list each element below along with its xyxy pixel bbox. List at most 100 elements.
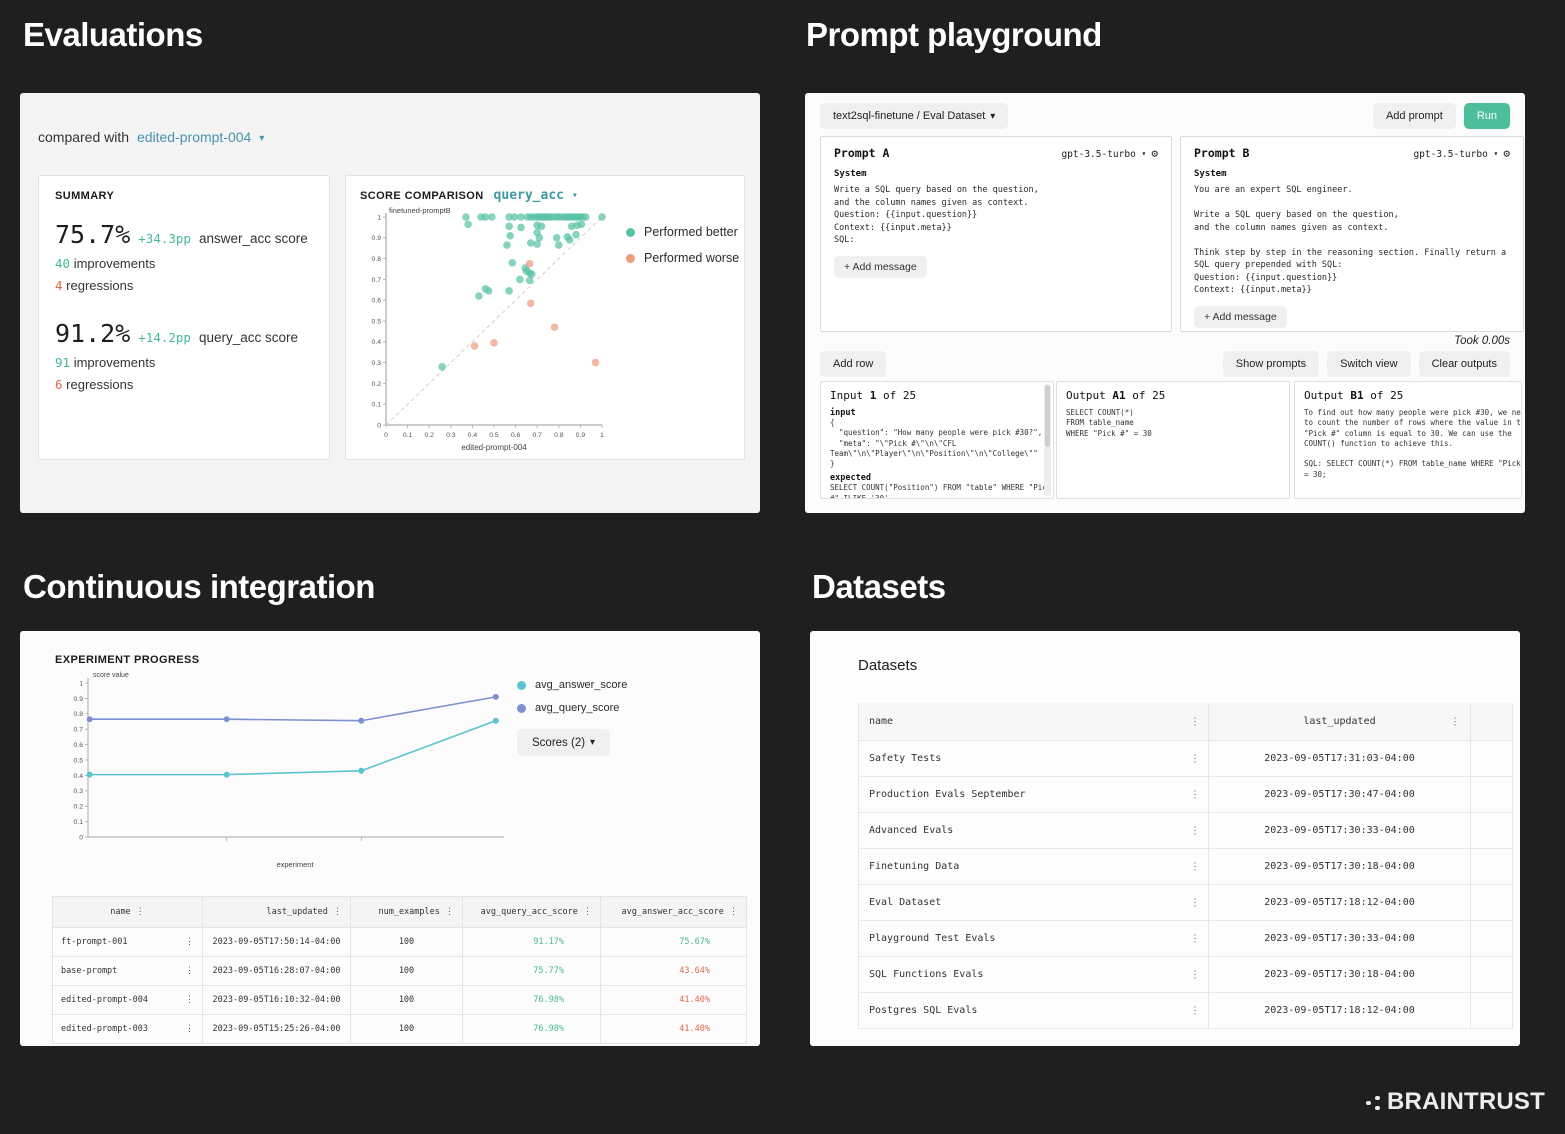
kebab-menu-icon[interactable]: ⋮ [1450,716,1460,727]
experiment-name: edited-prompt-004 ⋮ [52,985,203,1015]
kebab-menu-icon[interactable]: ⋮ [1190,1005,1200,1016]
scatter-legend: Performed better Performed worse [626,225,739,277]
column-header-avg_answer_acc_score[interactable]: avg_answer_acc_score ⋮ [600,896,747,928]
prompt-b-body[interactable]: You are an expert SQL engineer. Write a … [1194,185,1507,295]
svg-text:0.4: 0.4 [74,773,84,780]
table-row[interactable]: Playground Test Evals ⋮ 2023-09-05T17:30:3… [858,920,1513,957]
kebab-menu-icon[interactable]: ⋮ [1190,825,1200,836]
add-prompt-button[interactable]: Add prompt [1372,103,1456,129]
kebab-menu-icon[interactable]: ⋮ [333,907,342,917]
table-row[interactable]: Production Evals September ⋮ 2023-09-05T17… [858,776,1513,813]
svg-text:finetuned-promptB: finetuned-promptB [389,206,451,215]
avg-answer-acc-score: 75.67% [600,927,747,957]
svg-text:0.2: 0.2 [74,804,84,811]
column-header-num_examples[interactable]: num_examples ⋮ [350,896,463,928]
model-selector[interactable]: gpt-3.5-turbo ▾ ⚙ [1413,147,1510,160]
table-row[interactable]: Eval Dataset ⋮ 2023-09-05T17:18:12-04:00 [858,884,1513,921]
avg-query-acc-score: 75.77% [462,956,601,986]
avg-answer-acc-score: 43.64% [600,956,747,986]
datasets-section-title: Datasets [812,568,946,605]
column-header-name[interactable]: name ⋮ [52,896,203,928]
system-role-label: System [1194,169,1227,179]
improvements-line: 40 improvements [55,256,156,271]
output-a-cell[interactable]: Output A1 of 25 SELECT COUNT(*) FROM tab… [1056,381,1290,499]
dataset-selector[interactable]: text2sql-finetune / Eval Dataset ▾ [820,103,1009,129]
scores-selector[interactable]: Scores (2) ▾ [517,729,611,756]
kebab-menu-icon[interactable]: ⋮ [135,907,145,917]
svg-text:0.6: 0.6 [511,432,521,439]
column-header-last_updated[interactable]: last_updated ⋮ [202,896,351,928]
dataset-name: Playground Test Evals ⋮ [858,920,1209,957]
svg-text:0.5: 0.5 [372,318,382,325]
kebab-menu-icon[interactable]: ⋮ [1190,716,1200,727]
kebab-menu-icon[interactable]: ⋮ [729,907,738,917]
input-cell[interactable]: Input 1 of 25 input { "question": "How m… [820,381,1054,499]
spacer-cell [1470,992,1513,1029]
legend-item-better: Performed better [626,225,739,239]
table-row[interactable]: edited-prompt-004 ⋮ 2023-09-05T16:10:32-04… [52,985,747,1015]
svg-text:0.6: 0.6 [372,298,382,305]
clear-outputs-button[interactable]: Clear outputs [1418,351,1510,377]
table-row[interactable]: Safety Tests ⋮ 2023-09-05T17:31:03-04:00 [858,740,1513,777]
kebab-menu-icon[interactable]: ⋮ [1190,969,1200,980]
svg-text:0.9: 0.9 [576,432,586,439]
kebab-menu-icon[interactable]: ⋮ [1190,789,1200,800]
input-json: { "question": "How many people were pick… [830,418,1043,469]
kebab-menu-icon[interactable]: ⋮ [1190,897,1200,908]
kebab-menu-icon[interactable]: ⋮ [1190,861,1200,872]
kebab-menu-icon[interactable]: ⋮ [1190,933,1200,944]
comparison-selector[interactable]: compared with edited-prompt-004 ▾ [38,129,264,145]
last-updated: 2023-09-05T17:50:14-04:00 [202,927,351,957]
table-row[interactable]: base-prompt ⋮ 2023-09-05T16:28:07-04:00 100… [52,956,747,986]
switch-view-button[interactable]: Switch view [1327,351,1411,377]
add-message-button[interactable]: + Add message [834,255,927,278]
table-row[interactable]: SQL Functions Evals ⋮ 2023-09-05T17:30:18-… [858,956,1513,993]
svg-text:0.7: 0.7 [74,727,84,734]
svg-text:0.5: 0.5 [489,432,499,439]
kebab-menu-icon[interactable]: ⋮ [185,966,194,976]
add-row-button[interactable]: Add row [820,351,887,377]
prompt-b-name: Prompt B [1194,146,1250,160]
model-selector[interactable]: gpt-3.5-turbo ▾ ⚙ [1061,147,1158,160]
spacer-cell [1470,776,1513,813]
evaluations-panel: compared with edited-prompt-004 ▾ SUMMAR… [20,93,760,513]
kebab-menu-icon[interactable]: ⋮ [185,1024,194,1034]
last-updated: 2023-09-05T15:25:26-04:00 [202,1014,351,1044]
svg-text:0.1: 0.1 [403,432,413,439]
column-header-name[interactable]: name ⋮ [858,703,1209,741]
run-button[interactable]: Run [1463,103,1510,129]
svg-text:0.5: 0.5 [74,757,84,764]
scrollbar-thumb[interactable] [1045,385,1050,447]
table-row[interactable]: Postgres SQL Evals ⋮ 2023-09-05T17:18:12-0… [858,992,1513,1029]
svg-text:0.7: 0.7 [372,277,382,284]
kebab-menu-icon[interactable]: ⋮ [583,907,592,917]
output-b-cell[interactable]: Output B1 of 25 To find out how many peo… [1294,381,1522,499]
table-row[interactable]: Finetuning Data ⋮ 2023-09-05T17:30:18-04:0… [858,848,1513,885]
compare-target-link[interactable]: edited-prompt-004 [136,129,252,145]
num-examples: 100 [350,985,463,1015]
spacer-cell [1470,740,1513,777]
scrollbar[interactable] [1044,384,1051,496]
table-row[interactable]: ft-prompt-001 ⋮ 2023-09-05T17:50:14-04:00 1… [52,927,747,957]
svg-text:experiment: experiment [276,860,314,869]
add-message-button[interactable]: + Add message [1194,305,1287,328]
chevron-down-icon: ▾ [1141,149,1147,158]
kebab-menu-icon[interactable]: ⋮ [1190,753,1200,764]
prompt-a-body[interactable]: Write a SQL query based on the question,… [834,185,1039,245]
show-prompts-button[interactable]: Show prompts [1222,351,1320,377]
prompt-card-b: Prompt B gpt-3.5-turbo ▾ ⚙ System You are… [1180,136,1524,332]
table-row[interactable]: edited-prompt-003 ⋮ 2023-09-05T15:25:26-04… [52,1014,747,1044]
column-header-avg_query_acc_score[interactable]: avg_query_acc_score ⋮ [462,896,601,928]
regressions-line: 4 regressions [55,278,134,293]
kebab-menu-icon[interactable]: ⋮ [445,907,454,917]
experiment-name: base-prompt ⋮ [52,956,203,986]
score-metric-selector[interactable]: query_acc ▾ [493,188,578,203]
table-row[interactable]: Advanced Evals ⋮ 2023-09-05T17:30:33-04:00 [858,812,1513,849]
metric-query-acc: 91.2% +14.2pp query_acc score 91 improve… [55,319,313,392]
kebab-menu-icon[interactable]: ⋮ [185,995,194,1005]
column-header-last-updated[interactable]: last_updated ⋮ [1208,703,1471,741]
experiment-name: ft-prompt-001 ⋮ [52,927,203,957]
spacer-cell [1470,920,1513,957]
svg-text:edited-prompt-004: edited-prompt-004 [461,443,527,452]
kebab-menu-icon[interactable]: ⋮ [185,937,194,947]
